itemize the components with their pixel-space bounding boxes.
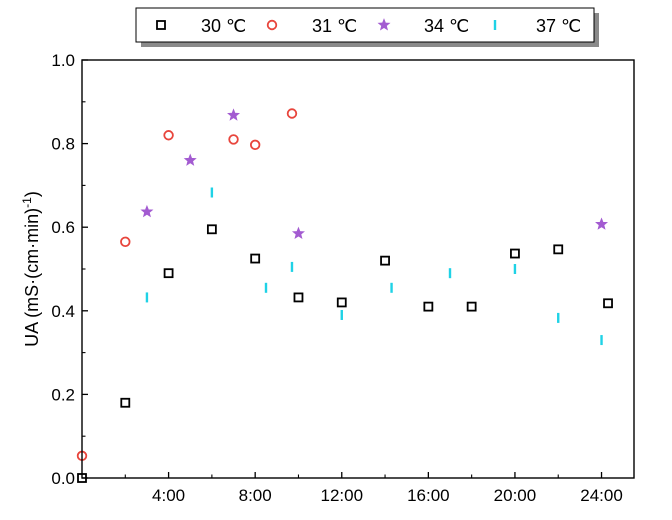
data-point xyxy=(553,244,564,255)
y-tick-label: 0.8 xyxy=(51,135,75,154)
legend-label: 34 ℃ xyxy=(424,16,469,36)
data-point xyxy=(120,236,131,248)
series-4-points xyxy=(145,187,603,346)
data-point xyxy=(291,226,305,239)
data-points xyxy=(76,108,613,483)
data-point xyxy=(510,248,520,259)
legend-marker xyxy=(156,20,166,30)
series-1-points xyxy=(77,224,613,483)
x-tick-label: 24:00 xyxy=(580,486,623,505)
y-axis-title-close: ) xyxy=(22,191,42,197)
data-point xyxy=(423,301,434,312)
data-point xyxy=(286,108,298,119)
data-point xyxy=(249,139,261,151)
plot-frame xyxy=(81,59,635,479)
y-tick-label: 0.4 xyxy=(51,302,75,321)
y-axis-title-main: UA (mS·(cm·min) xyxy=(22,208,42,347)
legend-marker xyxy=(266,19,278,31)
x-tick-label: 12:00 xyxy=(320,486,363,505)
legend-items: 30 ℃ 31 ℃ 34 ℃ 37 ℃ xyxy=(156,16,581,36)
y-axis-title-superscript: -1 xyxy=(20,197,34,208)
x-tick-label: 8:00 xyxy=(239,486,272,505)
y-tick-label: 1.0 xyxy=(51,51,75,70)
y-tick-label: 0.2 xyxy=(51,385,75,404)
legend: 30 ℃ 31 ℃ 34 ℃ 37 ℃ xyxy=(135,7,599,47)
legend-label: 30 ℃ xyxy=(201,16,246,36)
data-point xyxy=(603,298,613,309)
legend-box xyxy=(135,7,595,43)
x-tick-label: 16:00 xyxy=(407,486,450,505)
data-point xyxy=(206,224,217,235)
plot-area: 0.0 0.2 0.4 0.6 0.8 1.0 4:00 8:00 12:00 16:00 20:… xyxy=(51,51,635,505)
data-point xyxy=(120,397,131,408)
data-point xyxy=(293,292,304,303)
data-point xyxy=(163,130,174,141)
data-point xyxy=(183,153,197,166)
legend-label: 31 ℃ xyxy=(312,16,357,36)
legend-label: 37 ℃ xyxy=(536,16,581,36)
x-axis-ticks: 4:00 8:00 12:00 16:00 20:00 24:00 xyxy=(124,472,623,505)
data-point xyxy=(250,253,261,264)
data-point xyxy=(163,268,174,279)
data-point xyxy=(227,108,241,121)
data-point xyxy=(336,297,347,308)
data-point xyxy=(380,255,390,266)
data-point xyxy=(228,134,239,145)
series-3-points xyxy=(140,108,609,239)
y-tick-label: 0.6 xyxy=(51,218,75,237)
y-tick-label: 0.0 xyxy=(51,469,75,488)
x-tick-label: 20:00 xyxy=(494,486,537,505)
legend-marker xyxy=(377,18,391,31)
x-tick-label: 4:00 xyxy=(152,486,185,505)
data-point xyxy=(595,217,609,230)
y-axis-ticks: 0.0 0.2 0.4 0.6 0.8 1.0 xyxy=(51,51,88,488)
data-point xyxy=(466,301,477,312)
data-point xyxy=(140,204,154,218)
series-2-points xyxy=(76,108,298,462)
y-axis-title: UA (mS·(cm·min)-1) xyxy=(20,191,42,347)
